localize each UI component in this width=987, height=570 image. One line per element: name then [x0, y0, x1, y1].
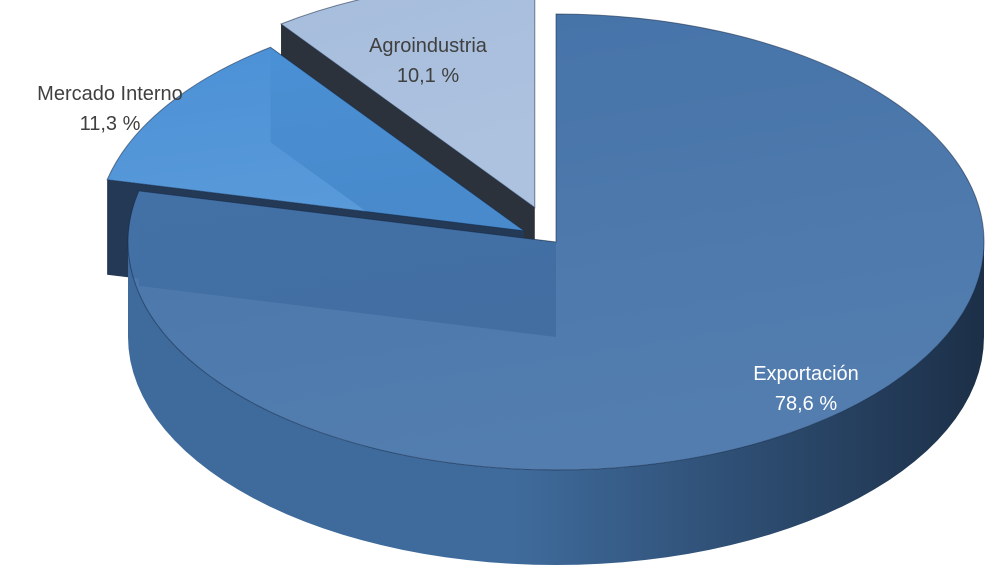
slice-label: Agroindustria [369, 35, 488, 57]
slice-value-label: 10,1 % [397, 65, 459, 87]
slice-label: Mercado Interno [37, 83, 183, 105]
slice-label: Exportación [753, 363, 859, 385]
slice-top-exportación [127, 13, 985, 471]
slice-value-label: 11,3 % [80, 113, 141, 135]
slice-top-agroindustria [280, 0, 536, 209]
pie-tops [106, 0, 985, 471]
pie-labels: Exportación 78,6 % Mercado Interno 11,3 % Ag… [37, 35, 859, 415]
slice-side-0 [128, 242, 984, 565]
slice-top-mercado-interno [106, 46, 525, 232]
slice-value-label: 78,6 % [775, 393, 837, 415]
